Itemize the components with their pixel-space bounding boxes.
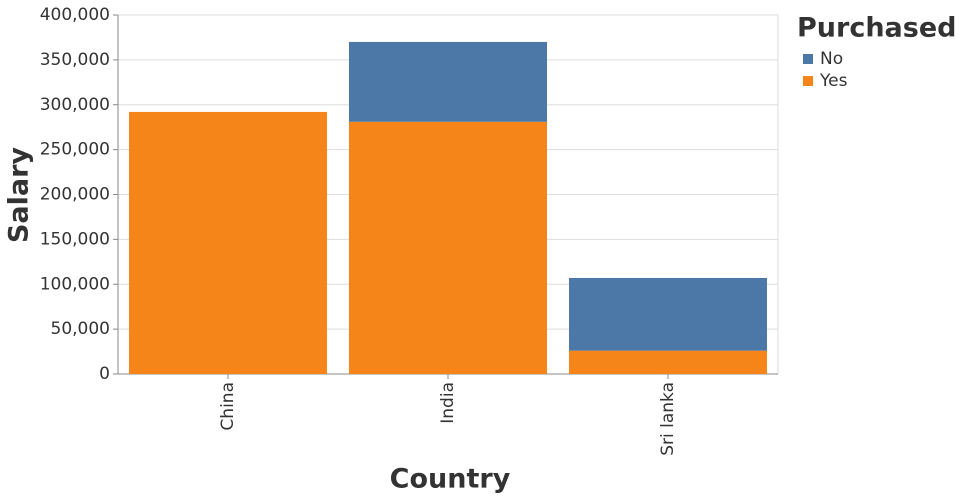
y-tick-label: 350,000 xyxy=(40,50,110,70)
x-axis-title: Country xyxy=(390,464,511,495)
x-tick-label: India xyxy=(438,382,458,424)
y-tick-label: 0 xyxy=(99,364,110,384)
legend-label: No xyxy=(820,49,843,69)
y-axis-title: Salary xyxy=(4,147,35,243)
y-tick-label: 400,000 xyxy=(40,5,110,25)
legend-label: Yes xyxy=(819,71,848,91)
bar-segment xyxy=(569,277,767,351)
y-tick-label: 250,000 xyxy=(40,140,110,160)
x-tick-label: Sri lanka xyxy=(658,382,678,456)
bar-segment xyxy=(129,111,327,375)
bar-segment xyxy=(349,121,547,375)
bar-segment xyxy=(349,41,547,122)
y-tick-label: 200,000 xyxy=(40,185,110,205)
legend-swatch xyxy=(803,76,813,86)
y-tick-label: 150,000 xyxy=(40,229,110,249)
legend-swatch xyxy=(803,54,813,64)
y-tick-label: 50,000 xyxy=(51,319,110,339)
y-tick-label: 100,000 xyxy=(40,274,110,294)
bar-segment xyxy=(569,350,767,374)
y-tick-label: 300,000 xyxy=(40,95,110,115)
legend-title: Purchased xyxy=(797,13,956,44)
x-tick-label: China xyxy=(218,382,238,431)
